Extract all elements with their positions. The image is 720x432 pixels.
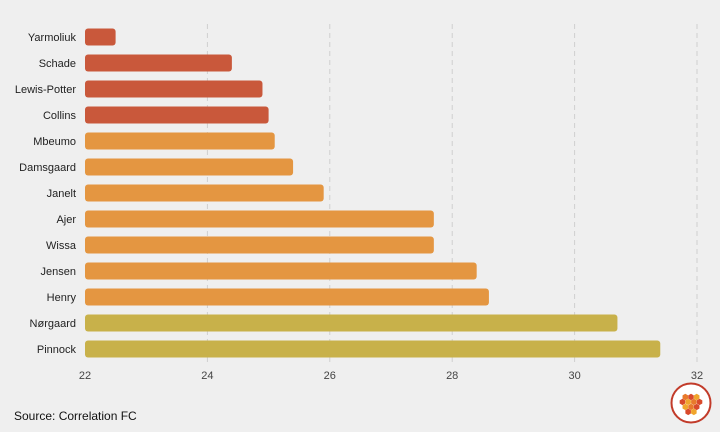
x-tick-label: 24 xyxy=(201,370,213,382)
category-label: Schade xyxy=(39,58,76,70)
category-label: Henry xyxy=(47,292,77,304)
category-label: Janelt xyxy=(47,188,76,200)
x-tick-label: 22 xyxy=(79,370,91,382)
bar xyxy=(85,210,434,228)
bar xyxy=(85,132,275,150)
bar xyxy=(85,106,269,124)
source-note: Source: Correlation FC xyxy=(14,409,137,423)
bar xyxy=(85,236,434,254)
bars xyxy=(85,28,661,358)
bar xyxy=(85,184,324,202)
x-tick-label: 32 xyxy=(691,370,703,382)
category-label: Pinnock xyxy=(37,344,77,356)
category-label: Collins xyxy=(43,110,77,122)
category-label: Nørgaard xyxy=(30,318,76,330)
category-label: Jensen xyxy=(41,266,76,278)
category-label: Ajer xyxy=(56,214,76,226)
category-label: Damsgaard xyxy=(19,162,76,174)
bar xyxy=(85,288,489,306)
honeycomb-logo-icon xyxy=(670,382,712,424)
grid-lines xyxy=(206,24,698,362)
bar xyxy=(85,54,232,72)
bar xyxy=(85,80,263,98)
category-label: Wissa xyxy=(46,240,77,252)
bar xyxy=(85,158,294,176)
bar xyxy=(85,314,618,332)
category-label: Lewis-Potter xyxy=(15,84,76,96)
x-axis-ticks: 22 24 26 28 30 32 xyxy=(79,370,703,382)
bar xyxy=(85,28,116,46)
category-label: Yarmoliuk xyxy=(28,32,77,44)
x-tick-label: 30 xyxy=(568,370,580,382)
category-labels: Yarmoliuk Schade Lewis-Potter Collins Mbeumo… xyxy=(15,32,77,356)
bar xyxy=(85,340,661,358)
bar xyxy=(85,262,477,280)
x-tick-label: 26 xyxy=(324,370,336,382)
x-tick-label: 28 xyxy=(446,370,458,382)
category-label: Mbeumo xyxy=(33,136,76,148)
